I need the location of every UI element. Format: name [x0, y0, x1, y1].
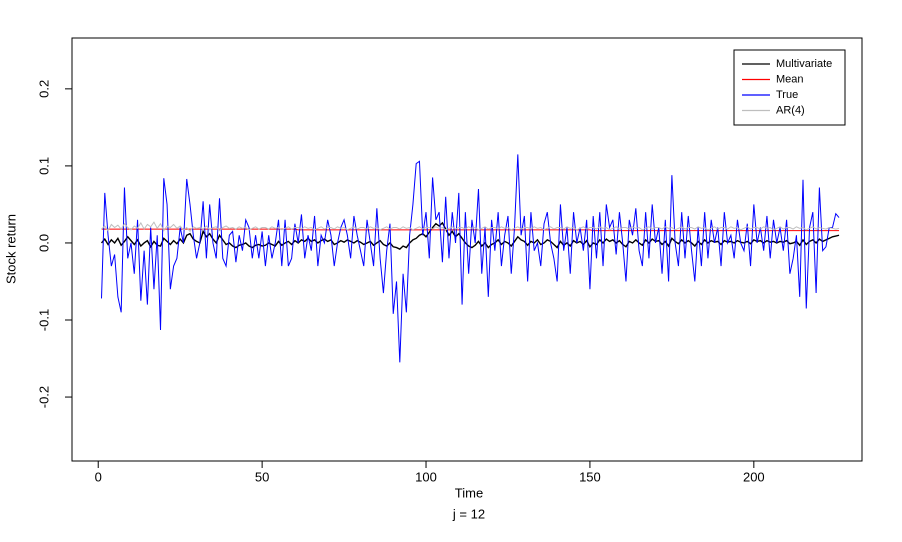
- legend-box: [733, 49, 846, 126]
- series-line: [101, 228, 840, 232]
- x-tick-label: 150: [579, 469, 601, 484]
- legend-label: AR(4): [776, 104, 805, 116]
- legend: Multivariate Mean True AR(4): [733, 49, 846, 126]
- y-tick-label: -0.2: [36, 386, 51, 408]
- x-axis-label: Time: [455, 485, 483, 500]
- legend-label: Mean: [776, 73, 804, 85]
- y-axis-label: Stock return: [3, 214, 18, 284]
- x-tick-label: 0: [95, 469, 102, 484]
- x-tick-label: 100: [415, 469, 437, 484]
- legend-label: True: [776, 89, 798, 101]
- plot-lines: [100, 154, 840, 363]
- y-tick-label: 0.0: [36, 234, 51, 252]
- x-tick-label: 200: [743, 469, 765, 484]
- x-tick-label: 50: [255, 469, 269, 484]
- y-tick-label: 0.1: [36, 157, 51, 175]
- y-tick-label: 0.2: [36, 80, 51, 98]
- subtitle: j = 12: [452, 506, 485, 521]
- y-tick-label: -0.1: [36, 309, 51, 331]
- legend-label: Multivariate: [776, 58, 832, 70]
- series-line: [101, 221, 840, 233]
- series-line: [101, 154, 840, 363]
